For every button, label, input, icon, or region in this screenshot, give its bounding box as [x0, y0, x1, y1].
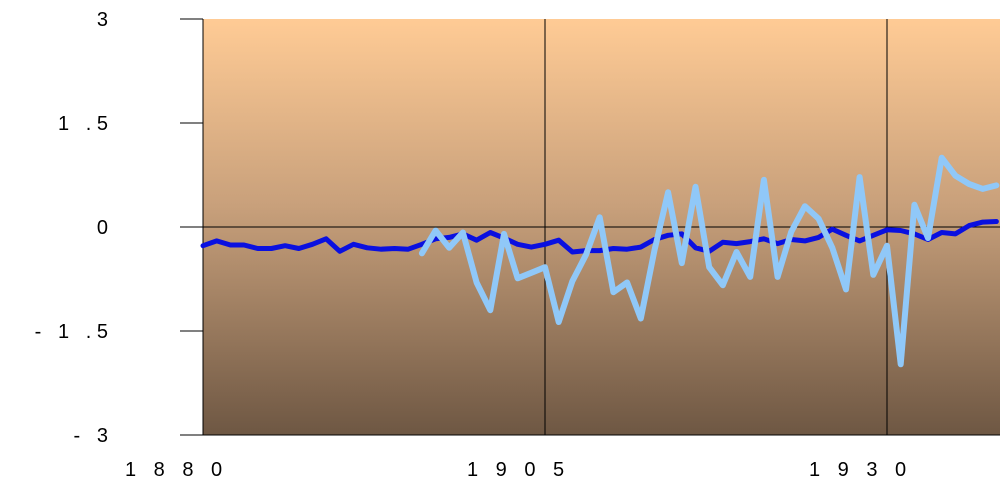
- series-1: [418, 154, 1000, 368]
- y-tick-label: 0: [97, 217, 108, 239]
- y-tick-label: 1 . 5: [58, 113, 108, 135]
- series-group: [200, 154, 1000, 368]
- y-tick-label: - 3: [74, 425, 108, 447]
- x-tick-label: 1 9 0 5: [467, 459, 570, 481]
- y-tick-label: - 1 . 5: [35, 321, 108, 343]
- x-tick-label: 1 8 8 0: [125, 459, 228, 481]
- x-tick-label: 1 9 3 0: [809, 459, 912, 481]
- tick-labels: 3 1 . 5 0 - 1 . 5 - 3 1 8 8 0 1 9 0 5 1 9 3 0: [35, 9, 912, 481]
- y-tick-label: 3: [97, 9, 108, 31]
